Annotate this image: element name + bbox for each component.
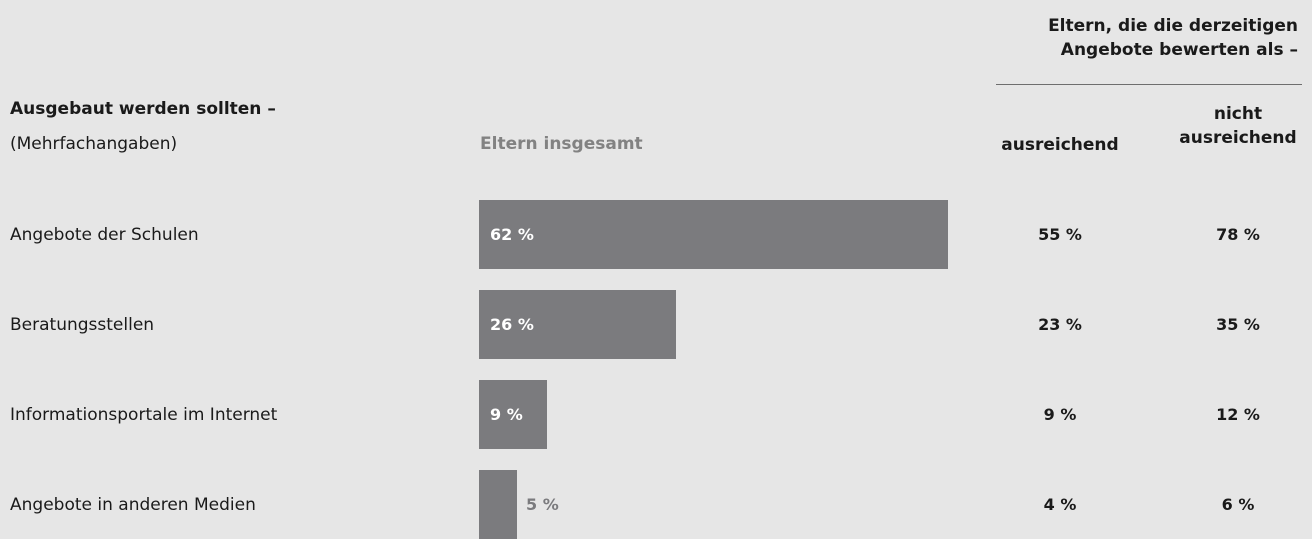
overall-column-header: Eltern insgesamt — [480, 134, 643, 154]
row-label: Informationsportale im Internet — [10, 404, 278, 425]
group-header-line-2: Angebote bewerten als – — [1060, 40, 1298, 60]
row-label: Angebote in anderen Medien — [10, 494, 256, 515]
value-ausreichend: 23 % — [1038, 314, 1082, 334]
bar-value-label: 9 % — [490, 404, 523, 424]
bar — [479, 380, 547, 449]
column-header-nicht-ausreichend: nicht ausreichend — [1168, 102, 1308, 150]
value-ausreichend: 9 % — [1043, 404, 1077, 424]
bar — [479, 470, 517, 539]
row-label: Beratungsstellen — [10, 314, 155, 335]
group-header-rule — [996, 84, 1302, 85]
bar — [479, 200, 948, 269]
bar-value-label: 5 % — [526, 494, 559, 514]
bar — [479, 290, 676, 359]
bar-value-label: 26 % — [490, 314, 534, 334]
row-label: Angebote der Schulen — [10, 224, 199, 245]
bar-value-label: 62 % — [490, 224, 534, 244]
column-header-ausreichend: ausreichend — [1001, 135, 1119, 155]
column-header-nicht-line-1: nicht — [1213, 104, 1263, 124]
value-nicht-ausreichend: 78 % — [1216, 224, 1260, 244]
value-nicht-ausreichend: 12 % — [1216, 404, 1260, 424]
value-ausreichend: 4 % — [1043, 494, 1077, 514]
group-header-line-1: Eltern, die die derzeitigen — [1048, 16, 1298, 36]
value-nicht-ausreichend: 6 % — [1221, 494, 1255, 514]
table-title: Ausgebaut werden sollten – — [10, 99, 276, 119]
value-nicht-ausreichend: 35 % — [1216, 314, 1260, 334]
value-ausreichend: 55 % — [1038, 224, 1082, 244]
group-column-header: Eltern, die die derzeitigen Angebote bew… — [998, 14, 1298, 62]
table-subtitle: (Mehrfachangaben) — [10, 134, 178, 154]
column-header-nicht-line-2: ausreichend — [1179, 128, 1297, 148]
